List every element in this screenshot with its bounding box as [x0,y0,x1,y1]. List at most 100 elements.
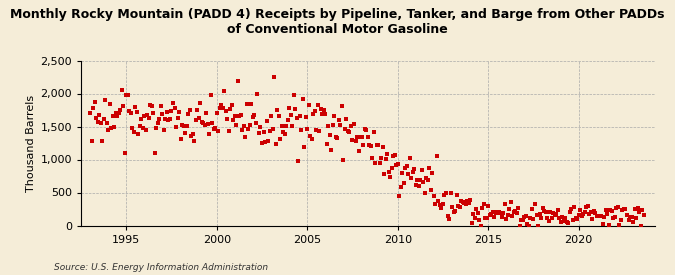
Point [311,128,322,132]
Point [616,218,626,222]
Point [450,209,460,213]
Point [489,215,500,220]
Point [549,213,560,217]
Point [215,106,225,110]
Point [487,210,498,214]
Point [566,207,576,211]
Text: Source: U.S. Energy Information Administration: Source: U.S. Energy Information Administ… [54,263,268,272]
Point [364,143,375,148]
Point [540,210,551,214]
Point [177,123,188,127]
Point [533,223,543,228]
Point [240,135,251,139]
Point [165,116,176,121]
Point [207,120,217,125]
Point [362,134,373,139]
Point [116,88,127,93]
Point [562,220,572,225]
Point [113,111,124,116]
Point [142,113,153,117]
Point [149,151,160,155]
Point [587,217,597,221]
Point [457,200,468,204]
Point [144,116,155,120]
Point [477,206,487,210]
Point [447,204,458,209]
Point [406,176,416,180]
Point [246,102,256,106]
Point [576,214,587,218]
Point [217,106,228,110]
Point [267,127,278,131]
Point [276,123,287,128]
Point [480,216,491,220]
Point [226,103,237,107]
Point [344,130,355,134]
Point [92,119,103,124]
Point [133,132,144,136]
Point [492,210,503,214]
Point [273,113,284,118]
Point [464,198,475,202]
Point [379,172,389,177]
Point [252,92,263,97]
Point [520,214,531,218]
Point [370,161,381,166]
Point [425,188,436,192]
Point [181,124,192,128]
Point [602,212,613,216]
Point [302,127,313,131]
Point [460,202,471,206]
Point [121,92,132,97]
Point [595,214,605,218]
Point [118,104,129,108]
Point [483,204,493,208]
Point [204,131,215,136]
Point [112,114,123,118]
Point [453,204,464,208]
Point [414,184,425,188]
Point [608,216,619,220]
Point [104,101,115,106]
Point [192,108,202,112]
Point [101,121,112,125]
Point [388,154,399,158]
Point [367,155,377,160]
Point [275,136,286,141]
Point [100,97,111,102]
Point [620,207,631,211]
Point [293,159,304,164]
Point [634,210,645,215]
Point [419,191,430,195]
Point [445,191,456,196]
Point [119,151,130,155]
Point [365,143,376,148]
Point [563,221,574,225]
Point [469,216,480,221]
Point [570,216,581,220]
Point [232,79,243,83]
Point [106,126,117,130]
Point [306,137,317,142]
Point [629,207,640,211]
Point [472,210,483,215]
Point [148,111,159,115]
Point [454,205,465,209]
Point [534,211,545,216]
Point [277,129,288,134]
Point [496,214,507,219]
Point [95,120,106,125]
Point [231,123,242,127]
Point [228,118,239,122]
Point [611,206,622,211]
Point [230,114,240,118]
Point [632,206,643,210]
Point [250,121,261,126]
Point [403,172,414,176]
Point [431,154,442,158]
Point [552,208,563,213]
Point [579,210,590,215]
Point [109,125,119,130]
Point [360,128,371,133]
Point [382,152,393,156]
